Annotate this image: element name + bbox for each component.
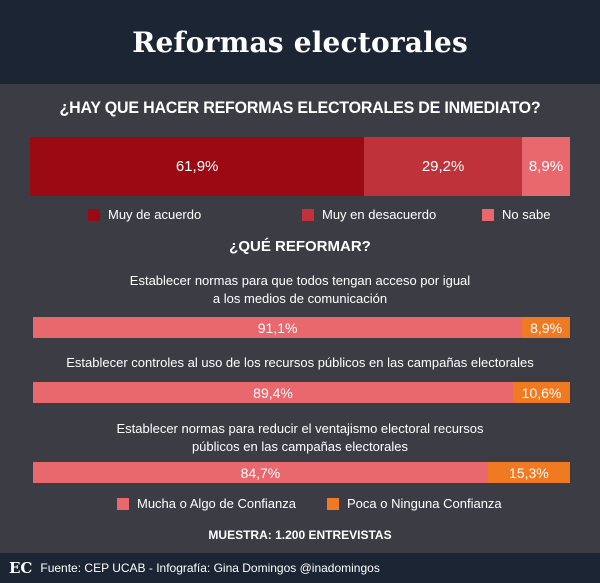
chart1-segment-1: 61,9% <box>30 137 365 196</box>
chart2-category-label: Establecer normas para reducir el ventaj… <box>116 421 484 436</box>
legend-swatch <box>327 497 339 510</box>
chart2-stacked-bar: 89,4% 10,6% <box>33 382 570 403</box>
legend-swatch <box>117 497 129 510</box>
chart2-title: ¿QUÉ REFORMAR? <box>229 238 371 255</box>
source-text: Fuente: CEP UCAB - Infografía: Gina Domi… <box>40 561 380 575</box>
chart1-title: ¿HAY QUE HACER REFORMAS ELECTORALES DE I… <box>59 99 541 118</box>
header: Reformas electorales <box>0 0 600 84</box>
legend-swatch <box>482 208 494 221</box>
legend-label: Muy de acuerdo <box>108 207 202 222</box>
chart2-segment: 89,4% <box>33 382 514 403</box>
chart2-segment: 10,6% <box>513 382 570 403</box>
chart2-category-label: a los medios de comunicación <box>212 291 388 306</box>
chart2-category-label: públicos en las campañas electorales <box>191 439 409 454</box>
chart2-legend-item: Mucha o Algo de Confianza <box>117 496 296 511</box>
chart1-segment-3: 8,9% <box>521 137 570 196</box>
chart1-stacked-bar: 61,9% 29,2% 8,9% <box>30 137 570 196</box>
legend-label: Mucha o Algo de Confianza <box>137 496 296 511</box>
chart2-legend: Mucha o Algo de Confianza Poca o Ninguna … <box>0 496 600 512</box>
chart1-segment-2: 29,2% <box>364 137 522 196</box>
chart1-legend-item: No sabe <box>482 207 550 222</box>
chart2-segment: 84,7% <box>33 462 488 483</box>
chart1-legend: Muy de acuerdo Muy en desacuerdo No sabe <box>0 207 600 223</box>
chart1-legend-item: Muy en desacuerdo <box>302 207 436 222</box>
chart2-stacked-bar: 84,7% 15,3% <box>33 462 570 483</box>
chart2-category-label: Establecer normas para que todos tengan … <box>129 273 471 288</box>
chart1-legend-item: Muy de acuerdo <box>88 207 201 222</box>
legend-swatch <box>88 208 100 221</box>
page-title: Reformas electorales <box>132 25 468 59</box>
chart2-segment: 91,1% <box>33 317 523 338</box>
chart2-segment: 15,3% <box>487 462 570 483</box>
legend-label: No sabe <box>502 207 551 222</box>
chart2-segment: 8,9% <box>522 317 570 338</box>
chart2-legend-item: Poca o Ninguna Confianza <box>327 496 502 511</box>
ec-logo: EC <box>9 559 33 577</box>
sample-note: MUESTRA: 1.200 ENTREVISTAS <box>208 528 392 542</box>
chart2-category-label: Establecer controles al uso de los recur… <box>66 355 534 370</box>
legend-swatch <box>302 208 314 221</box>
chart2-stacked-bar: 91,1% 8,9% <box>33 317 570 338</box>
footer: EC Fuente: CEP UCAB - Infografía: Gina D… <box>0 553 600 583</box>
legend-label: Muy en desacuerdo <box>322 207 437 222</box>
legend-label: Poca o Ninguna Confianza <box>347 496 502 511</box>
